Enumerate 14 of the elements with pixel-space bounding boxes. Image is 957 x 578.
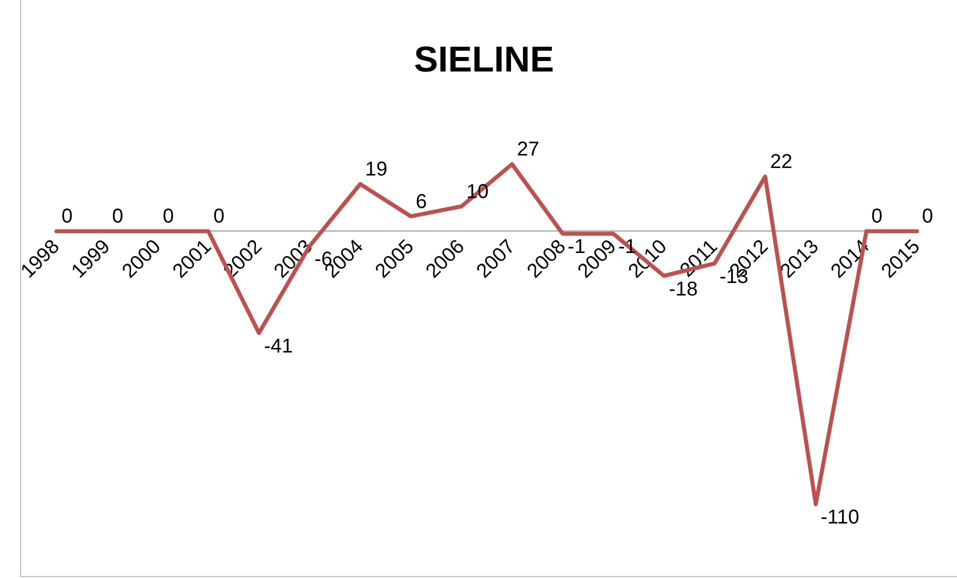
data-label: 0 [61, 206, 73, 228]
data-label: -18 [668, 278, 698, 300]
data-label: -110 [820, 506, 860, 529]
data-label: 19 [365, 158, 388, 181]
data-label: 0 [922, 206, 934, 228]
data-label: 27 [517, 138, 540, 161]
data-label: 6 [416, 190, 427, 213]
chart-title: SIELINE [414, 38, 554, 80]
data-label: 0 [162, 206, 174, 228]
data-label: -41 [264, 335, 293, 358]
data-label: 0 [871, 206, 883, 228]
data-label: 0 [112, 206, 124, 228]
data-label: 0 [213, 206, 224, 228]
data-label: 22 [770, 151, 792, 174]
